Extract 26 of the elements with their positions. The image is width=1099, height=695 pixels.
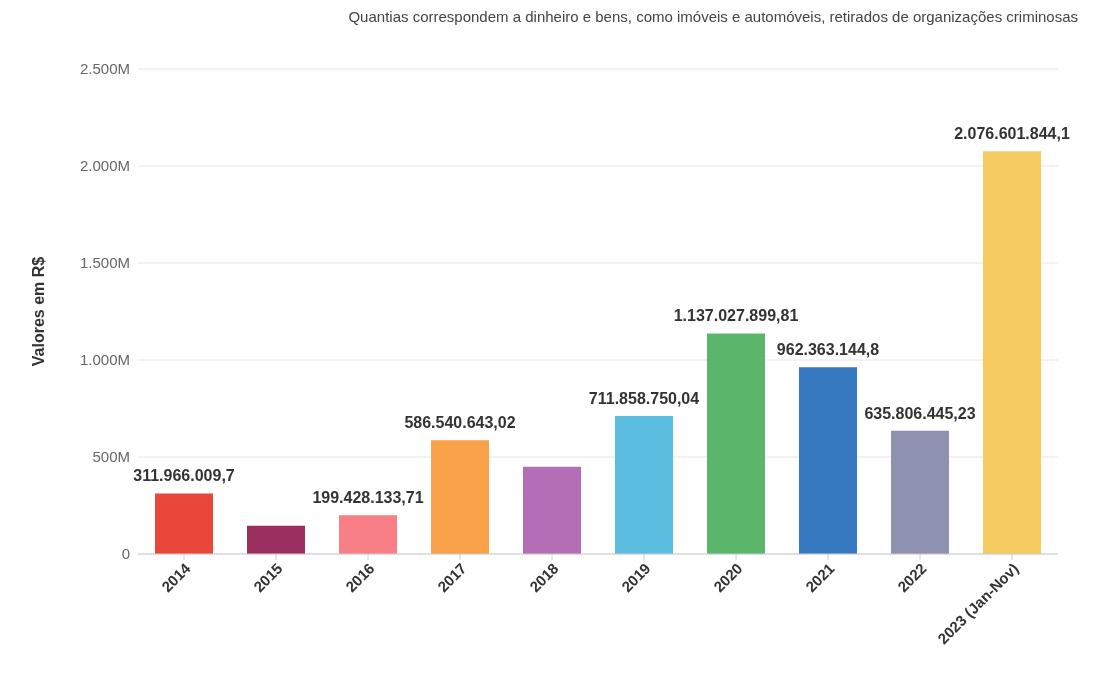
bar <box>431 440 489 554</box>
bar <box>983 151 1041 554</box>
data-label: 199.428.133,71 <box>312 489 424 507</box>
data-label: 711.858.750,04 <box>588 389 700 407</box>
data-label: 311.966.009,7 <box>133 467 235 485</box>
bar <box>799 367 857 554</box>
bar <box>523 466 581 554</box>
data-label: 635.806.445,23 <box>864 404 976 422</box>
bar <box>707 333 765 554</box>
y-tick-label: 1.000M <box>79 351 130 369</box>
y-tick-label: 1.500M <box>79 254 130 272</box>
bar <box>891 430 949 554</box>
bar <box>339 515 397 554</box>
bar <box>615 415 673 554</box>
data-label: 962.363.144,8 <box>776 341 880 359</box>
data-label: 1.137.027.899,81 <box>673 307 799 325</box>
bar <box>247 525 305 554</box>
y-tick-label: 500M <box>92 448 130 466</box>
data-label: 586.540.643,02 <box>404 414 516 432</box>
chart-title: Quantias correspondem a dinheiro e bens, como imóveis e automóveis, retirados de organizações criminosas <box>347 8 1079 25</box>
y-tick-label: 0 <box>121 545 130 563</box>
y-tick-label: 2.000M <box>79 157 130 175</box>
y-tick-label: 2.500M <box>79 60 130 78</box>
y-axis-title: Valores em R$ <box>29 256 47 367</box>
data-label: 2.076.601.844,1 <box>954 125 1070 143</box>
bar <box>155 493 213 554</box>
